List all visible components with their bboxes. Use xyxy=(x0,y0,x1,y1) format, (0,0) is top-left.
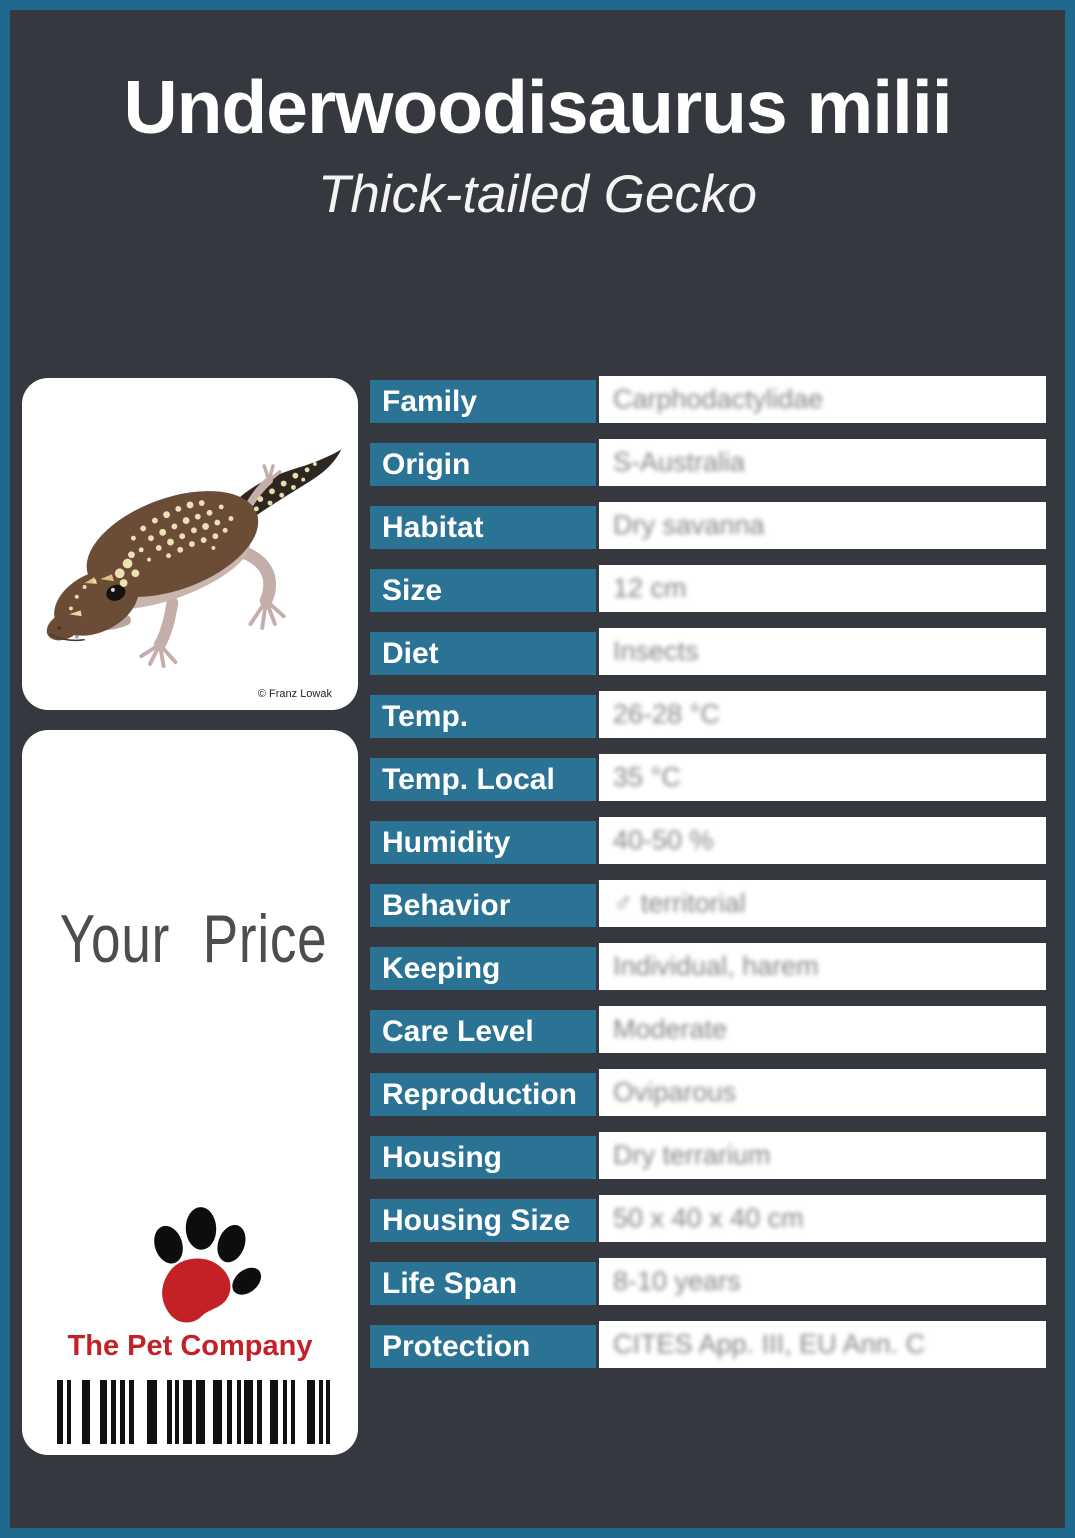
row-value: CITES App. III, EU Ann. C xyxy=(599,1321,1046,1368)
page-subtitle: Thick-tailed Gecko xyxy=(318,165,757,224)
table-row: Reproduction Oviparous xyxy=(370,1069,1046,1116)
thick-tailed-gecko-photo xyxy=(46,449,342,668)
page-title: Underwoodisaurus milii xyxy=(123,65,952,149)
row-label: Behavior xyxy=(370,884,596,927)
row-value: ♂ territorial xyxy=(599,880,1046,927)
row-value: 12 cm xyxy=(599,565,1046,612)
row-label: Housing Size xyxy=(370,1199,596,1242)
table-row: Care Level Moderate xyxy=(370,1006,1046,1053)
table-row: Housing Size 50 x 40 x 40 cm xyxy=(370,1195,1046,1242)
table-row: Behavior ♂ territorial xyxy=(370,880,1046,927)
row-value: Oviparous xyxy=(599,1069,1046,1116)
row-label: Protection xyxy=(370,1325,596,1368)
table-row: Housing Dry terrarium xyxy=(370,1132,1046,1179)
row-value: Insects xyxy=(599,628,1046,675)
row-label: Care Level xyxy=(370,1010,596,1053)
row-value: Individual, harem xyxy=(599,943,1046,990)
table-row: Life Span 8-10 years xyxy=(370,1258,1046,1305)
price-card: Your Price The Pet Company xyxy=(22,730,358,1455)
table-row: Origin S-Australia xyxy=(370,439,1046,486)
row-value: Dry terrarium xyxy=(599,1132,1046,1179)
table-row: Humidity 40-50 % xyxy=(370,817,1046,864)
table-row: Temp. 26-28 °C xyxy=(370,691,1046,738)
row-value: 26-28 °C xyxy=(599,691,1046,738)
row-value: 8-10 years xyxy=(599,1258,1046,1305)
row-value: Carphodactylidae xyxy=(599,376,1046,423)
row-label: Size xyxy=(370,569,596,612)
row-label: Humidity xyxy=(370,821,596,864)
row-value: 50 x 40 x 40 cm xyxy=(599,1195,1046,1242)
table-row: Size 12 cm xyxy=(370,565,1046,612)
row-value: 35 °C xyxy=(599,754,1046,801)
row-label: Diet xyxy=(370,632,596,675)
row-label: Family xyxy=(370,380,596,423)
row-value: Dry savanna xyxy=(599,502,1046,549)
row-label: Keeping xyxy=(370,947,596,990)
paw-print-icon xyxy=(154,1207,262,1323)
table-row: Keeping Individual, harem xyxy=(370,943,1046,990)
table-row: Family Carphodactylidae xyxy=(370,376,1046,423)
row-label: Reproduction xyxy=(370,1073,596,1116)
barcode xyxy=(57,1380,330,1444)
table-row: Temp. Local 35 °C xyxy=(370,754,1046,801)
row-label: Temp. Local xyxy=(370,758,596,801)
row-label: Housing xyxy=(370,1136,596,1179)
photo-credit: © Franz Lowak xyxy=(257,688,332,700)
row-value: 40-50 % xyxy=(599,817,1046,864)
table-row: Protection CITES App. III, EU Ann. C xyxy=(370,1321,1046,1368)
row-value: S-Australia xyxy=(599,439,1046,486)
table-row: Diet Insects xyxy=(370,628,1046,675)
photo-card: © Franz Lowak xyxy=(22,378,358,710)
company-name: The Pet Company xyxy=(67,1330,313,1362)
row-label: Habitat xyxy=(370,506,596,549)
row-value: Moderate xyxy=(599,1006,1046,1053)
row-label: Origin xyxy=(370,443,596,486)
price-label: Your Price xyxy=(59,901,328,977)
row-label: Temp. xyxy=(370,695,596,738)
species-spec-table: Family Carphodactylidae Origin S-Austral… xyxy=(370,376,1046,1388)
table-row: Habitat Dry savanna xyxy=(370,502,1046,549)
row-label: Life Span xyxy=(370,1262,596,1305)
